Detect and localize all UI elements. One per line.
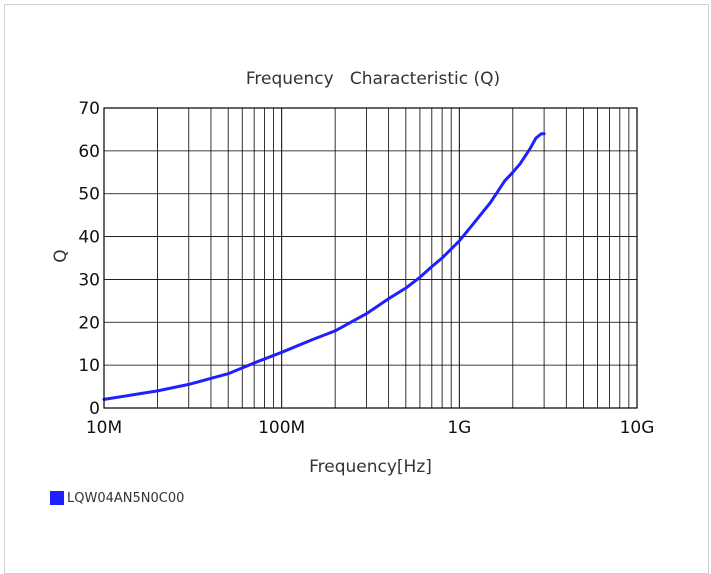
- y-axis-label: Q: [51, 249, 71, 262]
- plot-border: [103, 107, 638, 409]
- series-line: [102, 132, 546, 401]
- x-tick-label: 100M: [258, 418, 305, 438]
- legend-swatch: [50, 491, 64, 505]
- legend: LQW04AN5N0C00: [50, 490, 184, 506]
- y-tick-label: 40: [78, 228, 100, 248]
- x-tick-labels: 10M 100M 1G 10G: [86, 418, 655, 438]
- x-tick-label: 10G: [620, 418, 655, 438]
- series-layer: [102, 132, 546, 401]
- y-tick-label: 60: [78, 142, 100, 162]
- y-tick-label: 0: [89, 399, 100, 419]
- y-tick-label: 30: [78, 270, 100, 290]
- grid: [104, 108, 637, 408]
- x-axis-label: Frequency[Hz]: [309, 457, 432, 477]
- y-tick-labels: 0 10 20 30 40 50 60 70: [78, 99, 100, 419]
- y-tick-label: 50: [78, 185, 100, 205]
- chart-title: Frequency Characteristic (Q): [246, 69, 500, 89]
- x-tick-label: 1G: [447, 418, 471, 438]
- chart-frame: [4, 4, 709, 574]
- legend-label: LQW04AN5N0C00: [67, 490, 185, 506]
- y-tick-label: 20: [78, 313, 100, 333]
- x-tick-label: 10M: [86, 418, 122, 438]
- y-tick-label: 70: [78, 99, 100, 119]
- y-tick-label: 10: [78, 356, 100, 376]
